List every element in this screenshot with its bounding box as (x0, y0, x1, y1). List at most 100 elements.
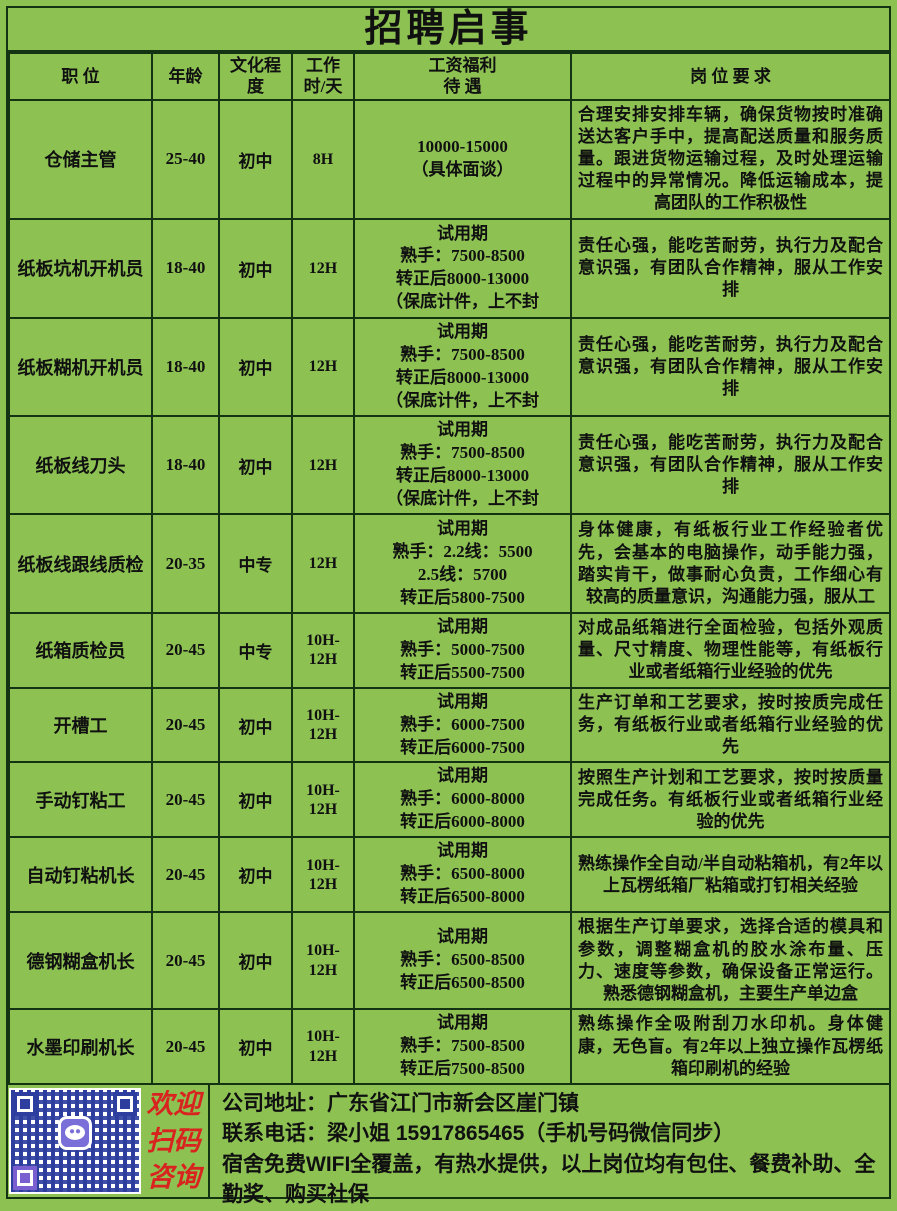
qr-finder-icon (113, 1092, 137, 1116)
cell-requirements: 熟练操作全自动/半自动粘箱机，有2年以上瓦楞纸箱厂粘箱或打钉相关经验 (570, 836, 891, 914)
table-row: 纸板线刀头 18-40 初中 12H 试用期 熟手：7500-8500 转正后8… (8, 414, 891, 516)
cell-position: 纸板坑机开机员 (8, 218, 153, 319)
qr-code (9, 1088, 141, 1194)
cell-requirements: 合理安排安排车辆，确保货物按时准确送达客户手中，提高配送质量和服务质量。跟进货物… (570, 98, 891, 221)
welcome-scan-text: 欢迎 扫码 咨询 (146, 1089, 201, 1193)
cell-hours: 10H- 12H (291, 686, 355, 764)
table-row: 德钢糊盒机长 20-45 初中 10H- 12H 试用期 熟手：6500-850… (8, 911, 891, 1011)
cell-requirements: 生产订单和工艺要求，按时按质完成任务，有纸板行业或者纸箱行业经验的优先 (570, 686, 891, 764)
cell-salary: 试用期 熟手：7500-8500 转正后8000-13000 （保底计件，上不封 (353, 316, 572, 418)
cell-salary: 试用期 熟手：5000-7500 转正后5500-7500 (353, 611, 572, 689)
cell-position: 手动钉粘工 (8, 761, 153, 839)
cell-age: 25-40 (151, 98, 220, 221)
cell-hours: 10H- 12H (291, 761, 355, 839)
cell-position: 仓储主管 (8, 98, 153, 221)
cell-hours: 10H- 12H (291, 611, 355, 689)
page-title: 招聘启事 (8, 8, 889, 52)
cell-age: 20-45 (151, 911, 220, 1011)
cell-education: 初中 (218, 911, 293, 1011)
qr-finder-icon (13, 1166, 37, 1190)
cell-education: 中专 (218, 611, 293, 689)
cell-requirements: 对成品纸箱进行全面检验，包括外观质量、尺寸精度、物理性能等，有纸板行业或者纸箱行… (570, 611, 891, 689)
job-table-header: 职 位 年龄 文化程 度 工作 时/天 工资福利 待 遇 岗 位 要 求 (8, 52, 891, 101)
cell-education: 中专 (218, 513, 293, 614)
cell-education: 初中 (218, 1008, 293, 1085)
cell-education: 初中 (218, 218, 293, 319)
table-row: 纸板糊机开机员 18-40 初中 12H 试用期 熟手：7500-8500 转正… (8, 316, 891, 418)
cell-requirements: 责任心强，能吃苦耐劳，执行力及配合意识强，有团队合作精神，服从工作安排 (570, 218, 891, 319)
job-table: 职 位 年龄 文化程 度 工作 时/天 工资福利 待 遇 岗 位 要 求 仓储主… (8, 52, 891, 1085)
cell-position: 自动钉粘机长 (8, 836, 153, 914)
header-hours: 工作 时/天 (291, 52, 355, 101)
table-row: 仓储主管 25-40 初中 8H 10000-15000 （具体面谈） 合理安排… (8, 98, 891, 221)
cell-requirements: 责任心强，能吃苦耐劳，执行力及配合意识强，有团队合作精神，服从工作安排 (570, 316, 891, 418)
table-row: 手动钉粘工 20-45 初中 10H- 12H 试用期 熟手：6000-8000… (8, 761, 891, 839)
cell-hours: 12H (291, 414, 355, 516)
cell-position: 纸箱质检员 (8, 611, 153, 689)
cell-position: 纸板线刀头 (8, 414, 153, 516)
cell-position: 纸板线跟线质检 (8, 513, 153, 614)
cell-education: 初中 (218, 98, 293, 221)
footer: 欢迎 扫码 咨询 公司地址：广东省江门市新会区崖门镇 联系电话：梁小姐 1591… (8, 1085, 889, 1206)
cell-hours: 10H- 12H (291, 911, 355, 1011)
cell-education: 初中 (218, 414, 293, 516)
cell-position: 开槽工 (8, 686, 153, 764)
cell-education: 初中 (218, 761, 293, 839)
cell-requirements: 熟练操作全吸附刮刀水印机。身体健康，无色盲。有2年以上独立操作瓦楞纸箱印刷机的经… (570, 1008, 891, 1085)
cell-education: 初中 (218, 686, 293, 764)
cell-age: 20-45 (151, 836, 220, 914)
table-row: 纸箱质检员 20-45 中专 10H- 12H 试用期 熟手：5000-7500… (8, 611, 891, 689)
cell-salary: 试用期 熟手：7500-8500 转正后8000-13000 （保底计件，上不封 (353, 218, 572, 319)
cell-salary: 试用期 熟手：7500-8500 转正后7500-8500 (353, 1008, 572, 1085)
cell-position: 纸板糊机开机员 (8, 316, 153, 418)
contact-phone: 联系电话：梁小姐 15917865465（手机号码微信同步） (222, 1122, 735, 1146)
cell-requirements: 责任心强，能吃苦耐劳，执行力及配合意识强，有团队合作精神，服从工作安排 (570, 414, 891, 516)
cell-requirements: 身体健康，有纸板行业工作经验者优先，会基本的电脑操作，动手能力强，踏实肯干，做事… (570, 513, 891, 614)
table-row: 自动钉粘机长 20-45 初中 10H- 12H 试用期 熟手：6500-800… (8, 836, 891, 914)
cell-age: 20-45 (151, 1008, 220, 1085)
cell-hours: 12H (291, 316, 355, 418)
header-row: 职 位 年龄 文化程 度 工作 时/天 工资福利 待 遇 岗 位 要 求 (8, 52, 891, 101)
cell-salary: 试用期 熟手：6500-8000 转正后6500-8000 (353, 836, 572, 914)
table-row: 水墨印刷机长 20-45 初中 10H- 12H 试用期 熟手：7500-850… (8, 1008, 891, 1085)
cell-age: 20-45 (151, 611, 220, 689)
cell-age: 20-35 (151, 513, 220, 614)
header-position: 职 位 (8, 52, 153, 101)
job-table-body: 仓储主管 25-40 初中 8H 10000-15000 （具体面谈） 合理安排… (8, 98, 891, 1085)
qr-zone: 欢迎 扫码 咨询 (8, 1085, 208, 1197)
cell-hours: 10H- 12H (291, 1008, 355, 1085)
header-education: 文化程 度 (218, 52, 293, 101)
cell-salary: 试用期 熟手：6000-7500 转正后6000-7500 (353, 686, 572, 764)
cell-salary: 试用期 熟手：6500-8500 转正后6500-8500 (353, 911, 572, 1011)
cell-hours: 12H (291, 513, 355, 614)
cell-age: 18-40 (151, 414, 220, 516)
cell-age: 18-40 (151, 316, 220, 418)
header-requirements: 岗 位 要 求 (570, 52, 891, 101)
cell-salary: 试用期 熟手：7500-8500 转正后8000-13000 （保底计件，上不封 (353, 414, 572, 516)
table-row: 纸板线跟线质检 20-35 中专 12H 试用期 熟手：2.2线：5500 2.… (8, 513, 891, 614)
header-salary: 工资福利 待 遇 (353, 52, 572, 101)
cell-age: 20-45 (151, 686, 220, 764)
table-row: 开槽工 20-45 初中 10H- 12H 试用期 熟手：6000-7500 转… (8, 686, 891, 764)
cell-salary: 试用期 熟手：6000-8000 转正后6000-8000 (353, 761, 572, 839)
cell-salary: 10000-15000 （具体面谈） (353, 98, 572, 221)
cell-salary: 试用期 熟手：2.2线：5500 2.5线：5700 转正后5800-7500 (353, 513, 572, 614)
cell-position: 德钢糊盒机长 (8, 911, 153, 1011)
footer-contact-block: 公司地址：广东省江门市新会区崖门镇 联系电话：梁小姐 15917865465（手… (208, 1085, 889, 1206)
benefits-line: 宿舍免费WIFI全覆盖，有热水提供，以上岗位均有包住、餐费补助、全勤奖、购买社保 (222, 1152, 876, 1207)
wechat-icon (58, 1115, 92, 1150)
cell-requirements: 按照生产计划和工艺要求，按时按质量完成任务。有纸板行业或者纸箱行业经验的优先 (570, 761, 891, 839)
cell-education: 初中 (218, 836, 293, 914)
cell-position: 水墨印刷机长 (8, 1008, 153, 1085)
cell-education: 初中 (218, 316, 293, 418)
qr-finder-icon (13, 1092, 37, 1116)
cell-hours: 8H (291, 98, 355, 221)
cell-age: 20-45 (151, 761, 220, 839)
cell-age: 18-40 (151, 218, 220, 319)
recruitment-poster: 招聘启事 职 位 年龄 文化程 度 工作 时/天 工资福利 待 遇 岗 位 要 … (6, 6, 891, 1206)
table-row: 纸板坑机开机员 18-40 初中 12H 试用期 熟手：7500-8500 转正… (8, 218, 891, 319)
cell-hours: 10H- 12H (291, 836, 355, 914)
cell-requirements: 根据生产订单要求，选择合适的模具和参数，调整糊盒机的胶水涂布量、压力、速度等参数… (570, 911, 891, 1011)
cell-hours: 12H (291, 218, 355, 319)
company-address: 公司地址：广东省江门市新会区崖门镇 (222, 1092, 579, 1115)
